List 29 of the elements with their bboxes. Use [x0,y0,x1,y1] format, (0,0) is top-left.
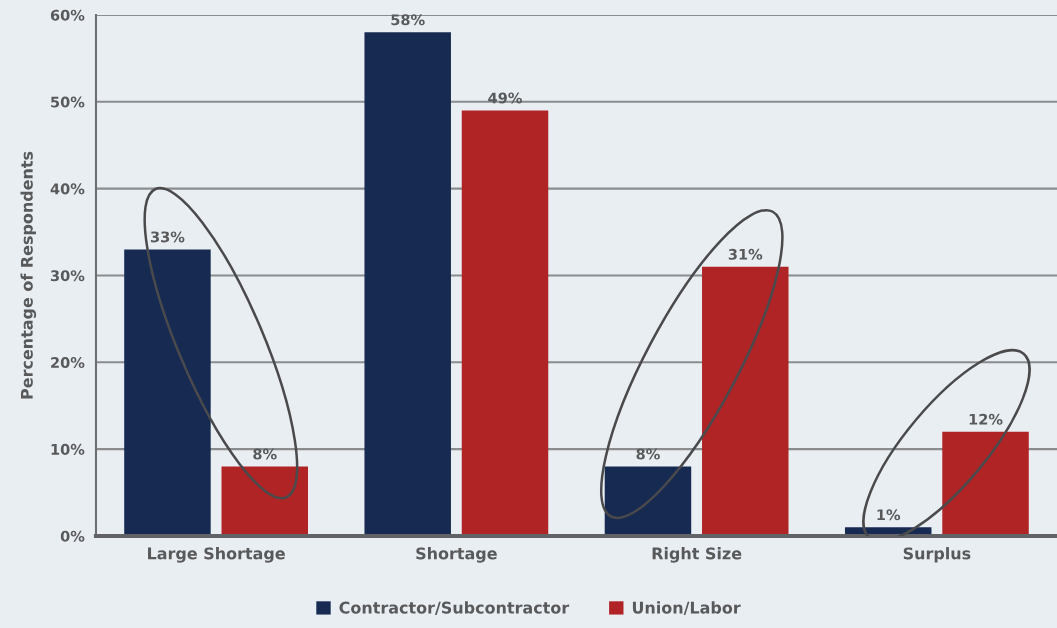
bar [702,266,789,536]
bar [221,466,308,536]
legend-label: Union/Labor [632,601,741,615]
data-label: 1% [877,509,901,521]
data-label: 31% [728,248,763,260]
y-tick-label: 20% [51,357,85,369]
data-label: 8% [253,448,277,460]
x-tick-label: Shortage [416,547,497,563]
y-tick-label: 60% [50,9,85,21]
y-axis-title: Percentage of Respondents [20,151,37,399]
x-tick-label: Surplus [903,547,971,563]
bar [364,32,451,536]
x-tick-label: Large Shortage [148,547,285,563]
legend-label: Contractor/Subcontractor [339,601,570,615]
x-tick-label: Right Size [652,547,742,563]
y-tick-label: 0% [60,530,85,542]
bar [461,110,549,536]
y-tick-label: 50% [51,96,85,108]
data-label: 49% [488,92,522,104]
y-tick-label: 40% [50,183,85,195]
data-label: 58% [391,14,425,26]
data-label: 8% [636,448,660,460]
bar [604,466,692,536]
data-label: 12% [969,413,1003,425]
bar [942,431,1029,536]
data-label: 33% [150,231,185,243]
bar [124,249,211,536]
y-tick-label: 30% [50,270,85,282]
y-tick-label: 10% [51,443,85,455]
